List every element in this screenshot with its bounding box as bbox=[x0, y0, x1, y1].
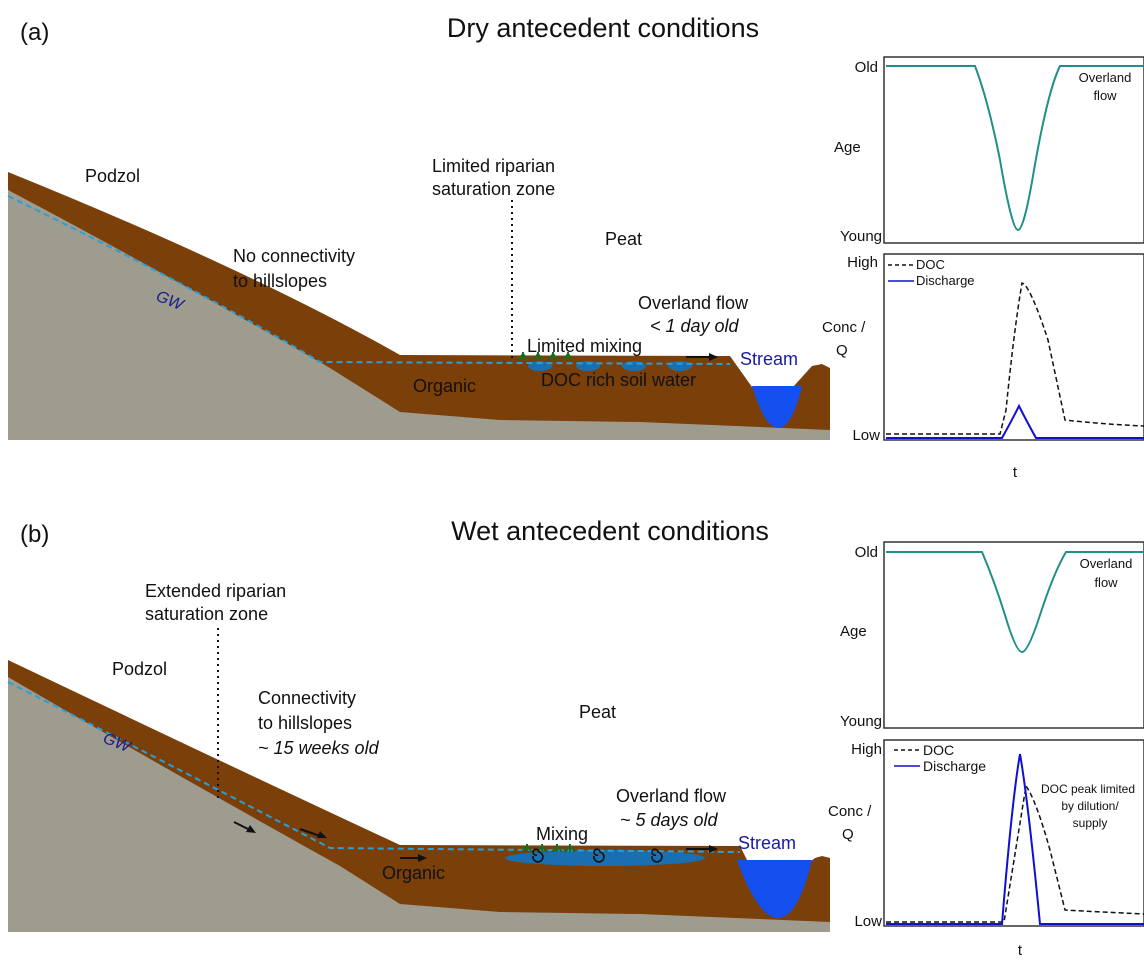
doc-peak-annotation-line2: by dilution/ bbox=[1061, 799, 1119, 813]
mixing-swirl-icon bbox=[532, 848, 663, 863]
overland-flow-label: Overland flow bbox=[638, 293, 749, 313]
connectivity-age-label: ~ 15 weeks old bbox=[258, 738, 380, 758]
organic-label: Organic bbox=[413, 376, 476, 396]
subsurface-flow-arrow bbox=[233, 821, 256, 833]
age-curve bbox=[886, 551, 1144, 654]
age-old-label: Old bbox=[855, 59, 878, 76]
conc-axis-label: Conc / bbox=[828, 803, 872, 820]
groundwater-line bbox=[7, 681, 741, 853]
panel-a-conc-chart: DOC Discharge High Low Conc / Q t bbox=[822, 253, 1144, 481]
panel-b-cross-section bbox=[7, 628, 830, 932]
overland-age-label: < 1 day old bbox=[650, 316, 740, 336]
conc-low-label: Low bbox=[854, 913, 882, 930]
conc-low-label: Low bbox=[852, 427, 880, 444]
time-axis-label: t bbox=[1018, 942, 1023, 958]
connectivity-label-line2: to hillslopes bbox=[233, 271, 327, 291]
age-chart-frame bbox=[883, 56, 1144, 244]
age-curve bbox=[886, 65, 1144, 232]
discharge-curve bbox=[886, 403, 1144, 439]
age-young-label: Young bbox=[840, 713, 882, 730]
groundwater-line bbox=[7, 195, 731, 365]
overland-flow-arrow bbox=[686, 845, 718, 853]
soil-pond bbox=[528, 361, 552, 371]
organic-label: Organic bbox=[382, 863, 445, 883]
connectivity-label: Connectivity bbox=[258, 688, 356, 708]
riparian-label: Extended riparian bbox=[145, 581, 286, 601]
overland-flow-annotation-line2: flow bbox=[1093, 88, 1117, 103]
overland-flow-annotation: Overland bbox=[1080, 556, 1133, 571]
time-axis-label: t bbox=[1013, 464, 1018, 481]
conc-high-label: High bbox=[851, 741, 882, 758]
overland-flow-annotation-line2: flow bbox=[1094, 575, 1118, 590]
mixing-label: Limited mixing bbox=[527, 336, 642, 356]
subsurface-flow-arrow bbox=[400, 854, 427, 862]
stream-label: Stream bbox=[740, 349, 798, 369]
riparian-label-line2: saturation zone bbox=[432, 179, 555, 199]
legend-discharge-label: Discharge bbox=[916, 273, 975, 288]
mixing-label: Mixing bbox=[536, 824, 588, 844]
connectivity-label-line2: to hillslopes bbox=[258, 713, 352, 733]
panel-a-title: Dry antecedent conditions bbox=[447, 13, 759, 43]
conc-axis-label-line2: Q bbox=[836, 342, 848, 359]
age-axis-label: Age bbox=[840, 623, 867, 640]
panel-b: (b) Wet antecedent conditions bbox=[7, 516, 1144, 959]
panel-a-label: (a) bbox=[20, 19, 49, 46]
legend-doc-label: DOC bbox=[923, 742, 954, 758]
panel-b-title: Wet antecedent conditions bbox=[451, 516, 769, 546]
doc-peak-annotation-line3: supply bbox=[1073, 816, 1108, 830]
subsurface-flow-arrow bbox=[299, 828, 327, 838]
peat-label: Peat bbox=[605, 229, 642, 249]
riparian-label: Limited riparian bbox=[432, 156, 555, 176]
conc-chart-frame bbox=[883, 739, 1144, 927]
doc-peak-annotation: DOC peak limited bbox=[1041, 782, 1135, 796]
conc-chart-frame bbox=[883, 253, 1144, 441]
age-old-label: Old bbox=[855, 544, 878, 561]
stream-channel bbox=[752, 386, 802, 428]
bedrock bbox=[8, 677, 830, 932]
overland-flow-label: Overland flow bbox=[616, 786, 727, 806]
doc-curve bbox=[886, 784, 1144, 923]
overland-flow-annotation: Overland bbox=[1079, 70, 1132, 85]
panel-b-age-chart: Old Young Age Overland flow bbox=[840, 541, 1144, 730]
panel-a-cross-section bbox=[7, 172, 830, 440]
doc-curve bbox=[886, 282, 1144, 435]
overland-flow-arrow bbox=[686, 353, 718, 361]
legend-doc-label: DOC bbox=[916, 257, 945, 272]
riparian-label-line2: saturation zone bbox=[145, 604, 268, 624]
podzol-label: Podzol bbox=[85, 166, 140, 186]
doc-soil-label: DOC rich soil water bbox=[541, 370, 696, 390]
vegetation-icon bbox=[517, 352, 574, 361]
panel-b-label: (b) bbox=[20, 521, 49, 548]
bedrock bbox=[8, 190, 830, 440]
soil-pond bbox=[668, 361, 692, 371]
saturation-pond bbox=[505, 850, 705, 866]
legend-discharge-label: Discharge bbox=[923, 758, 986, 774]
connectivity-label: No connectivity bbox=[233, 246, 355, 266]
stream-label: Stream bbox=[738, 833, 796, 853]
panel-a: (a) Dry antecedent conditions bbox=[7, 13, 1144, 481]
overland-age-label: ~ 5 days old bbox=[620, 810, 719, 830]
age-chart-frame bbox=[883, 541, 1144, 729]
conc-high-label: High bbox=[847, 254, 878, 271]
panel-b-conc-chart: DOC Discharge High Low Conc / Q t DOC pe… bbox=[828, 739, 1144, 959]
podzol-label: Podzol bbox=[112, 659, 167, 679]
age-young-label: Young bbox=[840, 228, 882, 245]
age-axis-label: Age bbox=[834, 139, 861, 156]
stream-channel bbox=[737, 860, 812, 918]
conc-axis-label-line2: Q bbox=[842, 826, 854, 843]
panel-a-age-chart: Old Young Age Overland flow bbox=[834, 56, 1144, 245]
peat-label: Peat bbox=[579, 702, 616, 722]
discharge-curve bbox=[886, 753, 1144, 925]
conc-axis-label: Conc / bbox=[822, 319, 866, 336]
